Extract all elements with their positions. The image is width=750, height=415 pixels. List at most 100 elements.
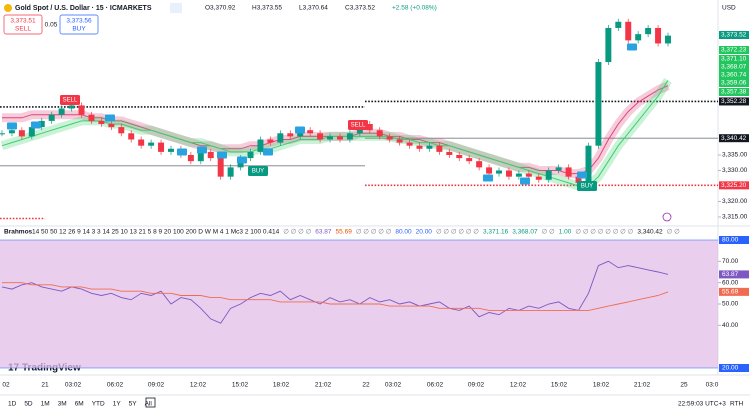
buy-button[interactable]: [59, 14, 99, 35]
candle-body: [525, 173, 532, 177]
calendar-icon[interactable]: [145, 397, 156, 408]
range-button[interactable]: 1D: [8, 401, 17, 408]
price-tag-label: 3,371.10: [721, 56, 747, 63]
price-tag-label: 3,359.06: [721, 80, 747, 87]
candle-body: [665, 35, 671, 44]
indicator-value: ∅ ∅ ∅ ∅ ∅ ∅: [436, 229, 479, 236]
price-tag-label: 3,352.28: [721, 98, 747, 105]
eye-icon[interactable]: [170, 3, 182, 13]
price-tag-label: 3,360.74: [721, 72, 747, 79]
candle-body: [545, 170, 552, 180]
time-label: 22: [362, 382, 370, 389]
candle-body: [605, 27, 612, 63]
time-label: 18:02: [593, 382, 610, 389]
time-label: 06:02: [427, 382, 444, 389]
candle-body: [486, 167, 493, 174]
signal-marker: [217, 151, 227, 159]
price-tag: [719, 181, 749, 190]
candle-body: [217, 158, 224, 177]
price-tag-label: 3,373.52: [721, 32, 747, 39]
rsi-tick-label: 50.00: [722, 301, 739, 308]
range-button[interactable]: 6M: [75, 401, 84, 408]
indicator-name: Brahmos: [4, 229, 33, 236]
price-tag: [719, 31, 749, 39]
range-button[interactable]: YTD: [92, 401, 105, 408]
signal-box: [577, 181, 597, 191]
signal-label: BUY: [581, 184, 593, 190]
currency[interactable]: USD: [722, 5, 736, 12]
candle-body: [38, 120, 45, 128]
indicator-value: 55.69: [336, 229, 353, 236]
candle-body: [466, 158, 473, 162]
rsi-band-tag-label: 20.00: [722, 365, 739, 372]
rsi-tick-label: 70.00: [722, 258, 739, 265]
ohlc-high: H3,373.55: [252, 5, 282, 12]
candle-body: [496, 170, 502, 174]
rsi-tick-label: 60.00: [722, 279, 739, 286]
replay-icon[interactable]: [662, 212, 672, 222]
indicator-value: 3,340.42: [637, 229, 663, 236]
time-label: 15:02: [232, 382, 249, 389]
rsi-value-tag-label: 55.69: [722, 289, 739, 296]
range-button[interactable]: 1M: [41, 401, 50, 408]
price-tag: [719, 55, 749, 63]
candle-body: [555, 167, 562, 171]
candle-body: [376, 130, 383, 137]
time-label: 25: [680, 382, 688, 389]
rsi-line: [2, 282, 669, 311]
spread: 0.05: [45, 22, 58, 29]
signal-marker: [577, 171, 587, 179]
candle-body: [18, 130, 25, 137]
range-button[interactable]: 3M: [58, 401, 67, 408]
candle-body: [257, 139, 264, 152]
time-label: 09:02: [468, 382, 485, 389]
candle-body: [645, 27, 652, 35]
price-tick-label: 3,335.00: [722, 152, 748, 159]
range-button[interactable]: 5D: [24, 401, 33, 408]
candle-body: [128, 133, 135, 140]
indicator-value: 20.00: [416, 229, 433, 236]
signal-label: SELL: [63, 98, 78, 104]
price-tag: [719, 71, 749, 79]
time-label: 15:02: [551, 382, 568, 389]
candle-body: [456, 154, 463, 159]
buy-price: 3,373.56: [66, 18, 92, 25]
ma-band: [2, 81, 670, 179]
candle-body: [585, 145, 592, 183]
rsi-band-tag: [719, 364, 749, 372]
candle-body: [98, 120, 105, 125]
candle-body: [58, 108, 65, 115]
price-tag-label: 3,357.38: [721, 89, 747, 96]
signal-box: [248, 166, 268, 176]
candle-body: [148, 142, 155, 146]
range-button[interactable]: 1Y: [113, 401, 122, 408]
range-button[interactable]: 5Y: [129, 401, 138, 408]
candle-body: [247, 151, 254, 159]
candle-body: [197, 151, 204, 162]
candle-body: [366, 124, 373, 131]
signal-marker: [31, 121, 41, 129]
signal-label: SELL: [351, 123, 366, 129]
indicator-value: 80.00: [395, 229, 412, 236]
range-button[interactable]: All: [145, 401, 153, 408]
rsi-tick-label: 40.00: [722, 322, 739, 329]
candle-body: [406, 142, 413, 146]
ohlc-open: O3,370.92: [205, 5, 236, 12]
candle-body: [476, 161, 483, 168]
candle-body: [327, 136, 334, 140]
ohlc-low: L3,370.64: [299, 5, 328, 12]
price-tick-label: 3,315.00: [722, 214, 748, 221]
candle-body: [68, 105, 75, 109]
sell-button[interactable]: [3, 14, 43, 35]
signal-marker: [7, 122, 17, 130]
indicator-value: 1.00: [559, 229, 572, 236]
signal-marker: [520, 177, 530, 185]
time-label: 21: [41, 382, 49, 389]
candle-body: [287, 133, 294, 137]
clock: 22:59:03 UTC+3: [678, 401, 726, 408]
indicator-value: 63.87: [315, 229, 332, 236]
candle-body: [317, 133, 324, 140]
indicator-value: ∅ ∅: [667, 229, 680, 236]
candle-body: [118, 127, 125, 134]
